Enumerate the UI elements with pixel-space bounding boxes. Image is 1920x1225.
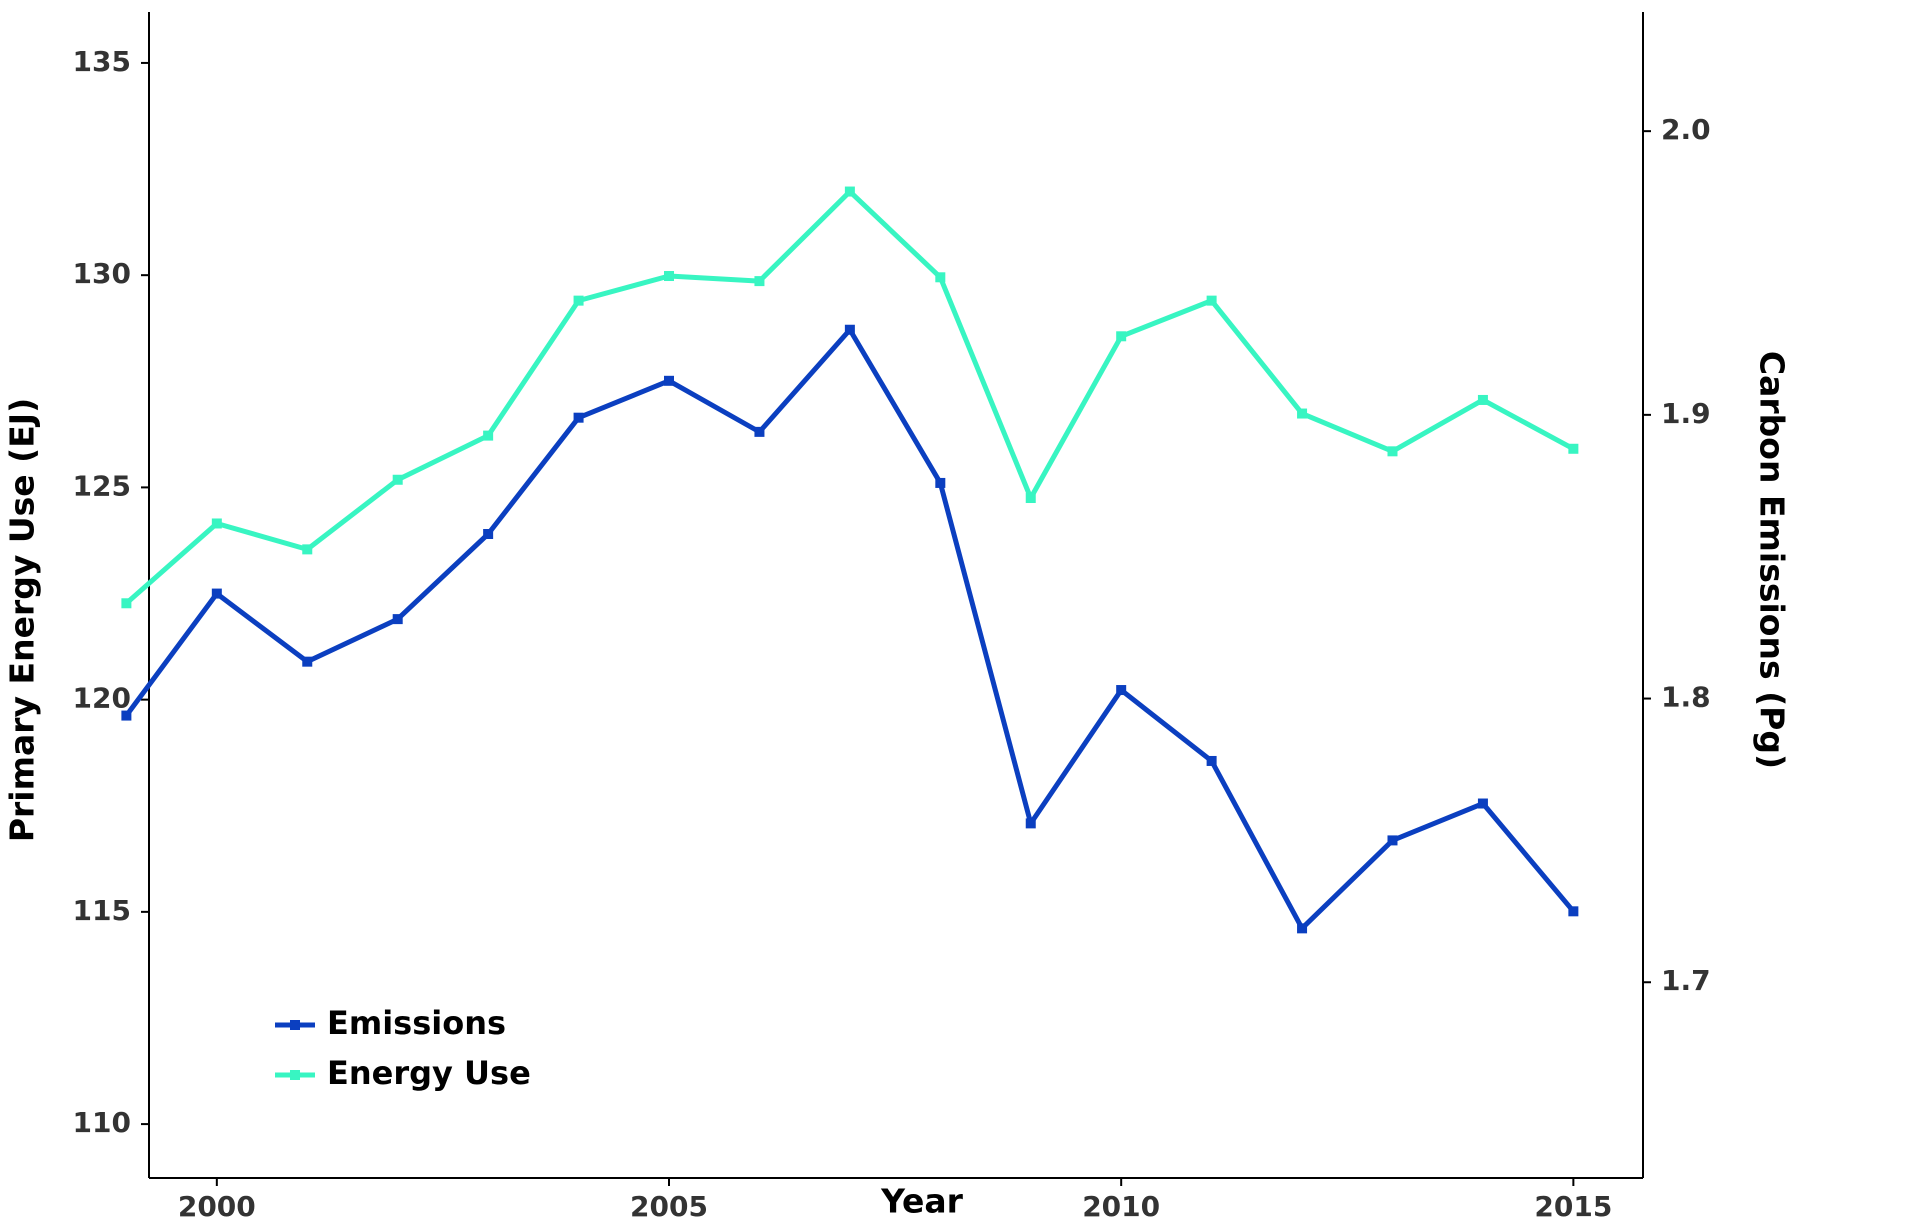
point-marker (1025, 818, 1036, 829)
x-tick-label: 2010 (1082, 1190, 1160, 1223)
point-marker (844, 324, 855, 335)
point-marker (573, 412, 584, 423)
y2-tick-label: 1.9 (1661, 397, 1711, 430)
point-marker (1477, 394, 1488, 405)
point-marker (302, 656, 313, 667)
point-marker (1116, 331, 1127, 342)
legend-marker (290, 1070, 300, 1080)
point-marker (121, 598, 132, 609)
point-marker (844, 186, 855, 197)
point-marker (935, 272, 946, 283)
point-marker (392, 614, 403, 625)
point-marker (1387, 835, 1398, 846)
legend-label: Energy Use (327, 1054, 531, 1092)
point-marker (1206, 295, 1217, 306)
point-marker (483, 430, 494, 441)
legend-marker (290, 1020, 300, 1030)
point-marker (1568, 443, 1579, 454)
y-tick-label: 120 (73, 682, 131, 715)
point-marker (302, 544, 313, 555)
point-marker (664, 375, 675, 386)
point-marker (754, 276, 765, 287)
point-marker (935, 477, 946, 488)
y-tick-label: 115 (73, 894, 131, 927)
y-tick-label: 130 (73, 257, 131, 290)
y-axis-title: Primary Energy Use (EJ) (3, 398, 42, 842)
point-marker (573, 295, 584, 306)
point-marker (1206, 755, 1217, 766)
point-marker (211, 588, 222, 599)
point-marker (754, 426, 765, 437)
point-marker (1387, 446, 1398, 457)
point-marker (1116, 685, 1127, 696)
y2-tick-label: 1.8 (1661, 681, 1711, 714)
point-marker (121, 710, 132, 721)
y2-tick-label: 1.7 (1661, 964, 1711, 997)
x-tick-label: 2000 (178, 1190, 256, 1223)
point-marker (1025, 493, 1036, 504)
x-tick-label: 2005 (630, 1190, 708, 1223)
y-tick-label: 125 (73, 469, 131, 502)
point-marker (1297, 408, 1308, 419)
point-marker (1477, 798, 1488, 809)
point-marker (392, 474, 403, 485)
point-marker (1297, 923, 1308, 934)
legend-label: Emissions (327, 1004, 506, 1042)
point-marker (211, 518, 222, 529)
x-axis-title: Year (880, 1182, 964, 1221)
y2-axis-title: Carbon Emissions (Pg) (1753, 351, 1792, 769)
y-tick-label: 135 (73, 45, 131, 78)
series-line (124, 327, 1576, 931)
point-marker (483, 529, 494, 540)
series-line (124, 189, 1575, 606)
x-tick-label: 2015 (1534, 1190, 1612, 1223)
y2-tick-label: 2.0 (1661, 113, 1711, 146)
point-marker (664, 271, 675, 282)
y-tick-label: 110 (73, 1106, 131, 1139)
point-marker (1568, 906, 1579, 917)
